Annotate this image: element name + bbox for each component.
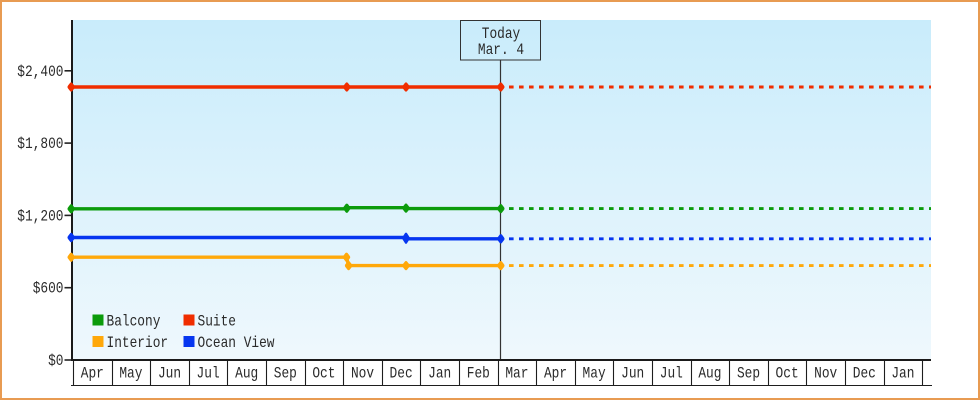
svg-text:Jan: Jan xyxy=(428,365,451,383)
svg-text:Sep: Sep xyxy=(274,365,297,383)
svg-text:May: May xyxy=(583,365,606,383)
svg-text:Dec: Dec xyxy=(390,365,413,383)
svg-text:Apr: Apr xyxy=(544,365,567,383)
svg-text:Feb: Feb xyxy=(467,365,490,383)
svg-text:Mar. 4: Mar. 4 xyxy=(478,41,524,59)
svg-text:Dec: Dec xyxy=(853,365,876,383)
svg-text:Apr: Apr xyxy=(81,365,104,383)
svg-text:$2,400: $2,400 xyxy=(17,63,63,81)
svg-text:$1,800: $1,800 xyxy=(17,135,63,153)
svg-text:Sep: Sep xyxy=(737,365,760,383)
svg-text:Suite: Suite xyxy=(198,313,237,331)
svg-text:Jul: Jul xyxy=(197,365,220,383)
svg-text:Aug: Aug xyxy=(235,365,258,383)
svg-text:Jun: Jun xyxy=(158,365,181,383)
svg-text:Jun: Jun xyxy=(621,365,644,383)
svg-text:Nov: Nov xyxy=(814,365,837,383)
svg-text:May: May xyxy=(119,365,142,383)
svg-text:Ocean View: Ocean View xyxy=(198,334,275,352)
svg-text:$600: $600 xyxy=(33,280,64,298)
svg-text:Oct: Oct xyxy=(312,365,335,383)
svg-text:Jul: Jul xyxy=(660,365,683,383)
svg-text:$0: $0 xyxy=(48,352,63,370)
svg-text:Nov: Nov xyxy=(351,365,374,383)
svg-text:Jan: Jan xyxy=(891,365,914,383)
svg-text:Today: Today xyxy=(482,25,521,43)
svg-text:Oct: Oct xyxy=(776,365,799,383)
svg-text:Mar: Mar xyxy=(505,365,528,383)
svg-text:Interior: Interior xyxy=(107,334,169,352)
svg-text:Balcony: Balcony xyxy=(107,313,161,331)
svg-text:Aug: Aug xyxy=(698,365,721,383)
svg-text:$1,200: $1,200 xyxy=(17,207,63,225)
